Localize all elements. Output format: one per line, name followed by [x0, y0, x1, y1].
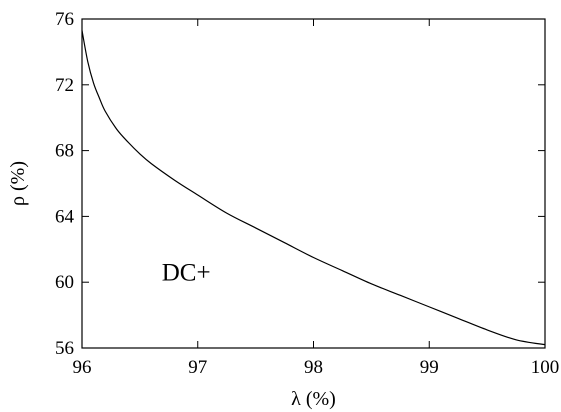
annotation-label: DC+: [162, 260, 211, 287]
x-tick-label: 100: [531, 357, 560, 378]
y-tick-label: 60: [55, 272, 74, 293]
y-tick-label: 68: [55, 141, 74, 162]
y-tick-label: 76: [55, 9, 74, 30]
x-ticks: 96 97 98 99 100: [73, 19, 560, 378]
y-tick-label: 72: [55, 75, 74, 96]
plot-frame: [81, 18, 546, 349]
series-layer: [81, 30, 546, 346]
series-line: [81, 30, 546, 346]
x-tick-label: 97: [188, 357, 207, 378]
x-tick-label: 99: [420, 357, 439, 378]
y-ticks: 56 60 64 68 72 76: [55, 9, 545, 359]
x-tick-label: 96: [73, 357, 92, 378]
x-tick-label: 98: [304, 357, 323, 378]
x-axis-label: λ (%): [291, 388, 336, 410]
y-tick-label: 56: [55, 338, 74, 359]
y-axis-label: ρ (%): [7, 161, 29, 206]
y-tick-label: 64: [55, 206, 75, 227]
